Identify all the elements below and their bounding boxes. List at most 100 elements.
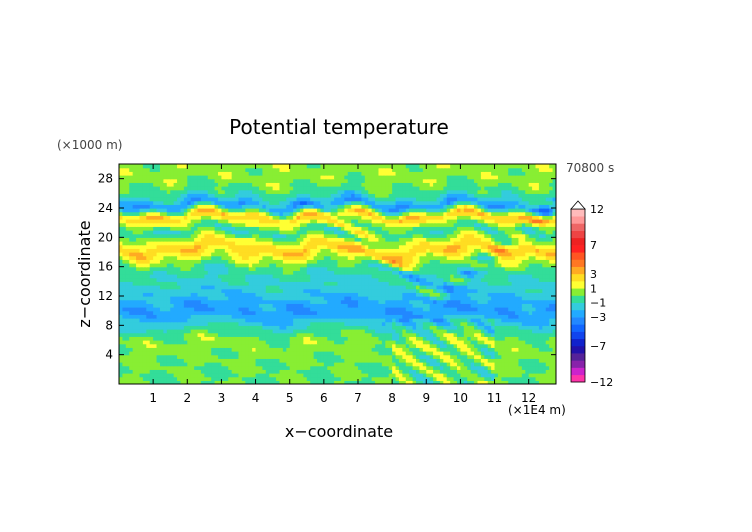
heat-cell — [317, 358, 322, 363]
heat-cell — [542, 343, 547, 348]
heat-cell — [426, 365, 431, 370]
heat-cell — [525, 321, 530, 326]
heat-cell — [453, 336, 458, 341]
heat-cell — [426, 310, 431, 315]
heat-cell — [426, 318, 431, 323]
heat-cell — [252, 274, 257, 279]
heat-cell — [497, 318, 502, 323]
heat-cell — [159, 347, 164, 352]
heat-cell — [190, 244, 195, 249]
heat-cell — [501, 336, 506, 341]
heat-cell — [296, 281, 301, 286]
heat-cell — [279, 325, 284, 330]
heat-cell — [221, 325, 226, 330]
heat-cell — [142, 373, 147, 378]
heat-cell — [470, 358, 475, 363]
heat-cell — [245, 310, 250, 315]
heat-cell — [303, 266, 308, 271]
heat-cell — [552, 281, 556, 286]
heat-cell — [276, 270, 281, 275]
heat-cell — [450, 292, 455, 297]
heat-cell — [450, 288, 455, 293]
heat-cell — [467, 307, 472, 312]
heat-cell — [265, 292, 270, 297]
heat-cell — [306, 318, 311, 323]
heat-cell — [467, 248, 472, 253]
heat-cell — [535, 336, 540, 341]
heat-cell — [337, 336, 342, 341]
heat-cell — [381, 263, 386, 268]
heat-cell — [194, 292, 199, 297]
heat-cell — [405, 369, 410, 374]
heat-cell — [456, 343, 461, 348]
heat-cell — [371, 288, 376, 293]
heat-cell — [542, 314, 547, 319]
heat-cell — [344, 369, 349, 374]
heat-cell — [170, 340, 175, 345]
heat-cell — [429, 325, 434, 330]
heat-cell — [497, 277, 502, 282]
heat-cell — [310, 329, 315, 334]
heat-cell — [317, 281, 322, 286]
heat-cell — [187, 314, 192, 319]
heat-cell — [306, 285, 311, 290]
heat-cell — [293, 332, 298, 337]
heat-cell — [252, 288, 257, 293]
heat-cell — [129, 292, 134, 297]
heat-cell — [375, 259, 380, 264]
heat-cell — [528, 303, 533, 308]
heat-cell — [204, 365, 209, 370]
heat-cell — [272, 285, 277, 290]
heat-cell — [146, 369, 151, 374]
heat-cell — [340, 241, 345, 246]
heat-cell — [323, 274, 328, 279]
heat-cell — [252, 266, 257, 271]
heat-cell — [245, 336, 250, 341]
heat-cell — [477, 340, 482, 345]
heat-cell — [197, 299, 202, 304]
heat-cell — [439, 380, 444, 384]
heat-cell — [515, 296, 520, 301]
heat-cell — [149, 270, 154, 275]
heat-cell — [385, 332, 390, 337]
heat-cell — [535, 259, 540, 264]
heat-cell — [313, 248, 318, 253]
heat-cell — [409, 373, 414, 378]
heat-cell — [398, 277, 403, 282]
heat-cell — [552, 318, 556, 323]
heat-cell — [532, 347, 537, 352]
heat-cell — [515, 358, 520, 363]
heat-cell — [494, 376, 499, 381]
heat-cell — [538, 299, 543, 304]
heat-cell — [518, 318, 523, 323]
heat-cell — [187, 318, 192, 323]
heat-cell — [521, 351, 526, 356]
heat-cell — [296, 266, 301, 271]
heat-cell — [433, 296, 438, 301]
heat-cell — [463, 336, 468, 341]
heat-cell — [508, 376, 513, 381]
heat-cell — [501, 325, 506, 330]
heat-cell — [330, 252, 335, 257]
heat-cell — [422, 270, 427, 275]
heat-cell — [388, 314, 393, 319]
heat-cell — [388, 241, 393, 246]
heat-cell — [306, 255, 311, 260]
heat-cell — [317, 373, 322, 378]
heat-cell — [443, 325, 448, 330]
heat-cell — [190, 266, 195, 271]
heat-cell — [460, 347, 465, 352]
heat-cell — [402, 244, 407, 249]
heat-cell — [388, 354, 393, 359]
heat-cell — [504, 325, 509, 330]
heat-cell — [197, 376, 202, 381]
heat-cell — [190, 270, 195, 275]
heat-cell — [296, 376, 301, 381]
heat-cell — [136, 336, 141, 341]
heat-cell — [364, 343, 369, 348]
heat-cell — [320, 277, 325, 282]
heat-cell — [357, 373, 362, 378]
heat-cell — [528, 347, 533, 352]
heat-cell — [364, 354, 369, 359]
heat-cell — [443, 362, 448, 367]
